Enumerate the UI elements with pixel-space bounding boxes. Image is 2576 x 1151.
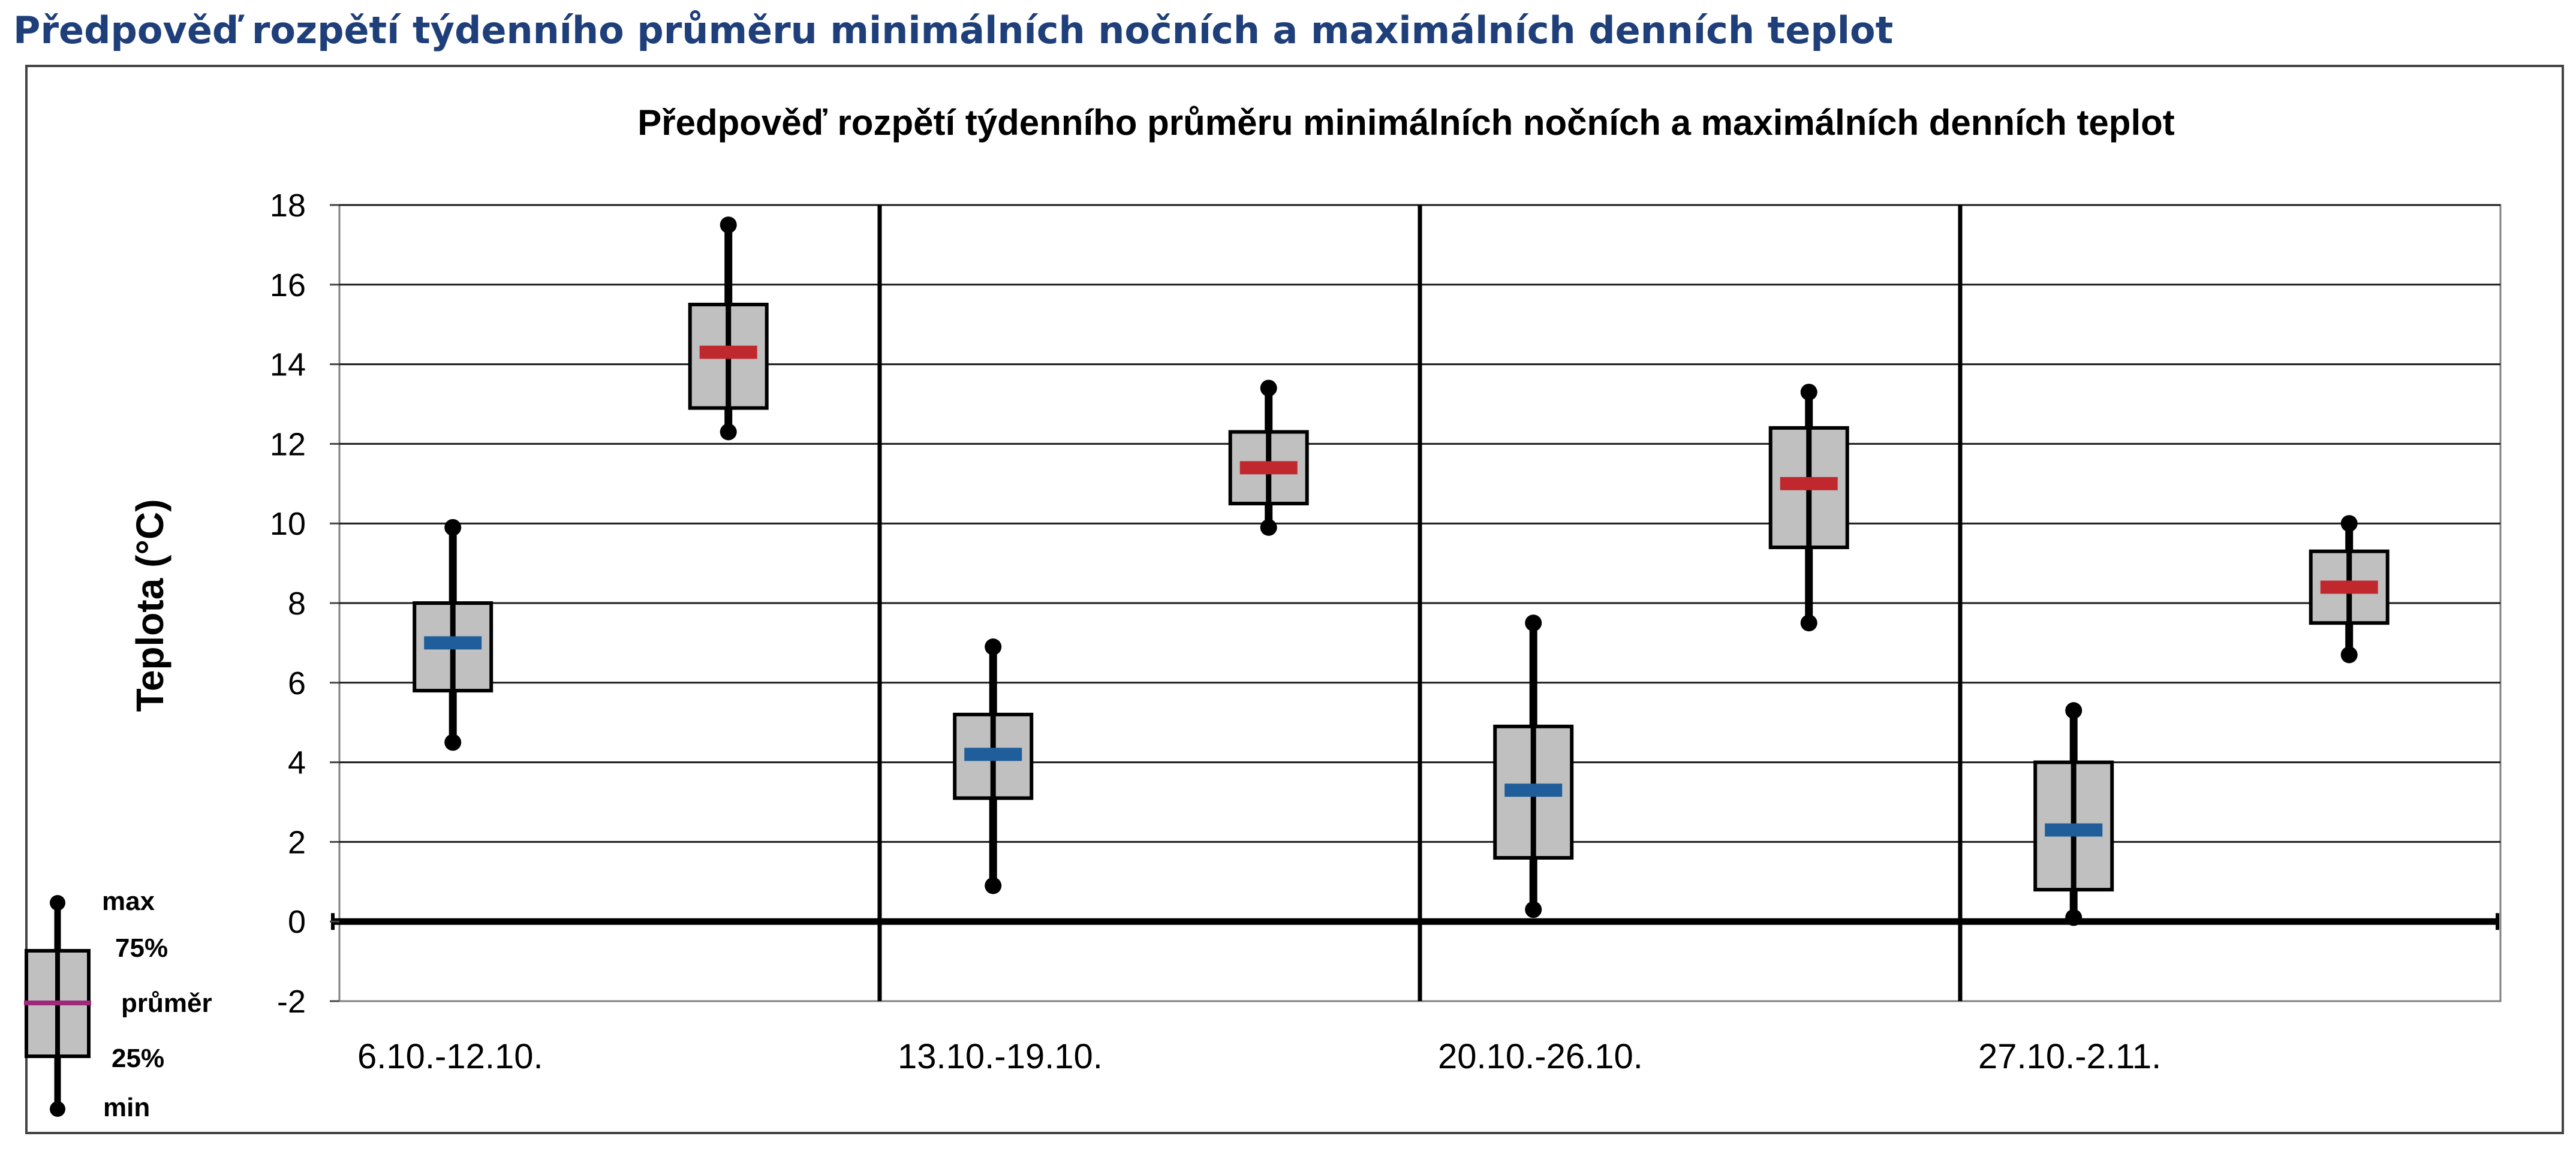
y-tick-label: 18 — [270, 188, 306, 224]
y-tick-label: 2 — [288, 824, 306, 860]
legend-label-max: max — [102, 887, 155, 916]
y-tick-label: 14 — [270, 347, 306, 383]
legend-label-min: min — [103, 1093, 150, 1122]
chart-title: Předpověď rozpětí týdenního průměru mini… — [637, 103, 2175, 143]
max-point — [2065, 702, 2083, 719]
max-point — [1260, 379, 1277, 397]
box-max-4 — [2309, 515, 2390, 664]
box-max-1 — [688, 216, 769, 441]
x-tick-label: 13.10.-19.10. — [898, 1037, 1103, 1076]
min-point — [444, 734, 462, 751]
min-point — [985, 877, 1002, 894]
y-tick-label: 0 — [288, 904, 306, 940]
box-min-4 — [2033, 702, 2114, 926]
min-point — [1800, 614, 1817, 632]
min-point — [1525, 901, 1542, 918]
min-point — [1260, 519, 1277, 536]
max-point — [720, 216, 737, 234]
legend-label-q3: 75% — [115, 933, 168, 963]
legend-label-mean: průměr — [121, 989, 212, 1018]
x-tick-label: 6.10.-12.10. — [357, 1037, 543, 1076]
y-tick-label: 16 — [270, 267, 306, 303]
legend-label-q1: 25% — [112, 1044, 164, 1073]
x-tick-label: 20.10.-26.10. — [1438, 1037, 1643, 1076]
box-min-2 — [953, 638, 1034, 894]
box-max-2 — [1228, 379, 1309, 536]
min-point — [720, 423, 737, 441]
y-tick-label: 10 — [270, 506, 306, 542]
max-point — [1525, 614, 1542, 632]
y-axis-label: Teplota (°C) — [128, 499, 171, 712]
box-min-1 — [413, 519, 493, 751]
box-min-3 — [1493, 614, 1574, 918]
y-tick-label: 8 — [288, 586, 306, 622]
y-tick-label: 6 — [288, 665, 306, 701]
page-title: Předpověď rozpětí týdenního průměru mini… — [13, 8, 1894, 52]
plot-area: -2 0 2 4 6 8 10 12 14 16 18 6.10.-12.10. 13.10.-19.1… — [270, 188, 2502, 1076]
max-point — [1800, 384, 1817, 401]
y-tick-label: -2 — [277, 984, 306, 1020]
y-tick-label: 12 — [270, 426, 306, 462]
legend-max-point — [50, 895, 65, 911]
max-point — [2340, 515, 2358, 532]
min-point — [2065, 909, 2083, 926]
chart-frame — [25, 65, 2564, 1134]
max-point — [444, 519, 462, 536]
y-tick-label: 4 — [288, 745, 306, 781]
x-tick-label: 27.10.-2.11. — [1978, 1037, 2161, 1076]
legend: max 75% průměr 25% min — [24, 887, 212, 1122]
max-point — [985, 638, 1002, 656]
min-point — [2340, 646, 2358, 664]
legend-min-point — [50, 1101, 65, 1117]
box-max-3 — [1768, 384, 1849, 632]
